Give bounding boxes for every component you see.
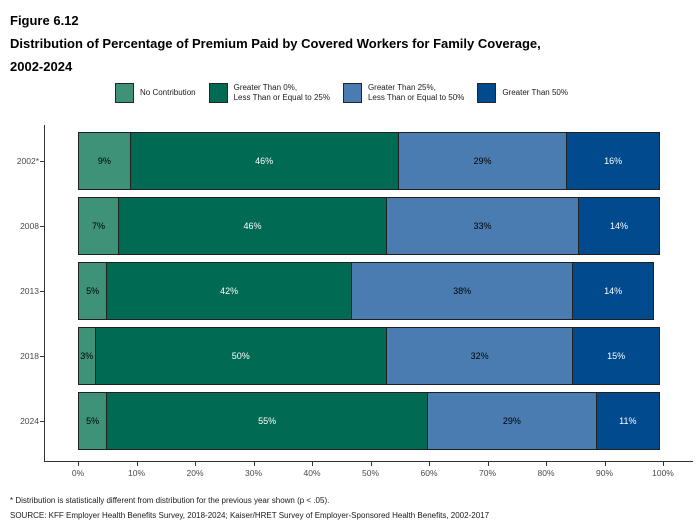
y-axis-tick [40, 161, 44, 162]
figure-number: Figure 6.12 [10, 13, 79, 28]
x-axis-tick-label: 80% [537, 468, 555, 478]
bar-value-label: 15% [607, 351, 626, 361]
bar-segment: 38% [350, 262, 574, 320]
bar-row: 3% 50% 32% 15% [78, 327, 660, 385]
footnote-significance: * Distribution is statistically differen… [10, 496, 330, 505]
x-axis-tick [195, 462, 196, 466]
bar-segment: 3% [78, 327, 96, 385]
legend-item: Greater Than 25%, Less Than or Equal to 5… [342, 83, 465, 103]
bar-value-label: 9% [97, 156, 111, 166]
y-axis-tick [40, 226, 44, 227]
bar-segment: 55% [106, 392, 428, 450]
bar-segment: 5% [78, 392, 108, 450]
bar-value-label: 42% [220, 286, 239, 296]
bar-segment: 29% [397, 132, 568, 190]
y-axis-label: 2008 [20, 221, 39, 231]
legend-swatch [342, 83, 362, 103]
x-axis-tick-label: 90% [595, 468, 613, 478]
page-title-line1: Distribution of Percentage of Premium Pa… [10, 36, 541, 51]
x-axis-tick [136, 462, 138, 466]
bar-row: 9% 46% 29% 16% [78, 132, 660, 190]
page-title-line2: 2002-2024 [10, 59, 73, 74]
x-axis-tick [312, 462, 313, 466]
bar-segment: 46% [129, 132, 399, 190]
x-axis-tick-label: 20% [186, 468, 204, 478]
legend-label: Greater Than 0%, Less Than or Equal to 25… [233, 83, 330, 102]
title-block: Figure 6.12 Distribution of Percentage o… [10, 9, 541, 78]
bar-segment: 46% [117, 197, 388, 255]
legend: No Contribution Greater Than 0%, Less Than… [115, 83, 568, 103]
legend-label: No Contribution [140, 88, 196, 97]
bar-segment: 29% [427, 392, 597, 450]
x-axis-tick [370, 462, 372, 466]
bar-segment: 16% [566, 132, 660, 190]
bar-value-label: 38% [453, 286, 472, 296]
bar-value-label: 46% [255, 156, 274, 166]
bar-value-label: 5% [86, 286, 100, 296]
x-axis-tick-label: 30% [244, 468, 262, 478]
bar-segment: 5% [78, 262, 108, 320]
x-axis-tick [604, 462, 606, 466]
bar-value-label: 50% [231, 351, 250, 361]
legend-item: No Contribution [115, 83, 196, 103]
bar-segment: 15% [572, 327, 660, 385]
legend-label: Greater Than 25%, Less Than or Equal to 5… [367, 83, 465, 102]
y-axis-label: 2024 [20, 416, 39, 426]
y-axis-label: 2018 [20, 351, 39, 361]
y-axis-tick [40, 356, 44, 357]
x-axis-tick-label: 0% [71, 468, 85, 478]
bar-value-label: 14% [610, 221, 629, 231]
bar-value-label: 29% [502, 416, 521, 426]
bar-segment: 50% [94, 327, 388, 385]
x-axis-tick [663, 462, 664, 466]
legend-item: Greater Than 50% [477, 83, 568, 103]
bar-value-label: 46% [243, 221, 262, 231]
bar-value-label: 55% [258, 416, 277, 426]
legend-label: Greater Than 50% [502, 88, 568, 97]
bar-segment: 14% [578, 197, 660, 255]
y-axis-tick [40, 421, 44, 422]
x-axis-tick-label: 70% [478, 468, 496, 478]
x-axis-tick-label: 50% [361, 468, 379, 478]
bar-value-label: 7% [91, 221, 105, 231]
legend-item: Greater Than 0%, Less Than or Equal to 25… [208, 83, 330, 103]
y-axis-label: 2013 [20, 286, 39, 296]
footnote-block: * Distribution is statistically differen… [10, 493, 489, 523]
footnote-source: SOURCE: KFF Employer Health Benefits Sur… [10, 511, 490, 520]
x-axis-tick [546, 462, 547, 466]
legend-swatch [477, 83, 497, 103]
bar-segment: 32% [386, 327, 574, 385]
bar-segment: 33% [386, 197, 580, 255]
x-axis-tick-label: 40% [303, 468, 321, 478]
bar-value-label: 29% [473, 156, 492, 166]
x-axis-tick [253, 462, 255, 466]
x-axis-tick [429, 462, 430, 466]
bar-segment: 11% [595, 392, 660, 450]
bar-segment: 9% [78, 132, 131, 190]
y-axis-label: 2002* [16, 156, 39, 166]
bar-value-label: 3% [80, 351, 94, 361]
bar-value-label: 33% [473, 221, 492, 231]
x-axis-tick [487, 462, 489, 466]
x-axis-tick-label: 100% [652, 468, 674, 478]
bar-value-label: 14% [604, 286, 623, 296]
bar-segment: 14% [572, 262, 655, 320]
bar-value-label: 32% [470, 351, 489, 361]
bar-row: 7% 46% 33% 14% [78, 197, 660, 255]
bar-row: 5% 42% 38% 14% [78, 262, 655, 320]
x-axis-tick-label: 10% [127, 468, 145, 478]
bar-value-label: 16% [604, 156, 623, 166]
legend-swatch [208, 83, 228, 103]
bar-segment: 7% [78, 197, 119, 255]
y-axis-tick [40, 291, 44, 292]
bar-row: 5% 55% 29% 11% [78, 392, 660, 450]
bar-value-label: 11% [619, 416, 637, 426]
x-axis-tick [78, 462, 79, 466]
chart-panel: 9% 46% 29% 16% 2002* 7% 46% 33% 14% 2008 5% 42% 38% 1… [17, 125, 693, 478]
legend-swatch [115, 83, 134, 103]
bar-segment: 42% [106, 262, 352, 320]
x-axis-tick-label: 60% [420, 468, 438, 478]
bar-value-label: 5% [86, 416, 100, 426]
